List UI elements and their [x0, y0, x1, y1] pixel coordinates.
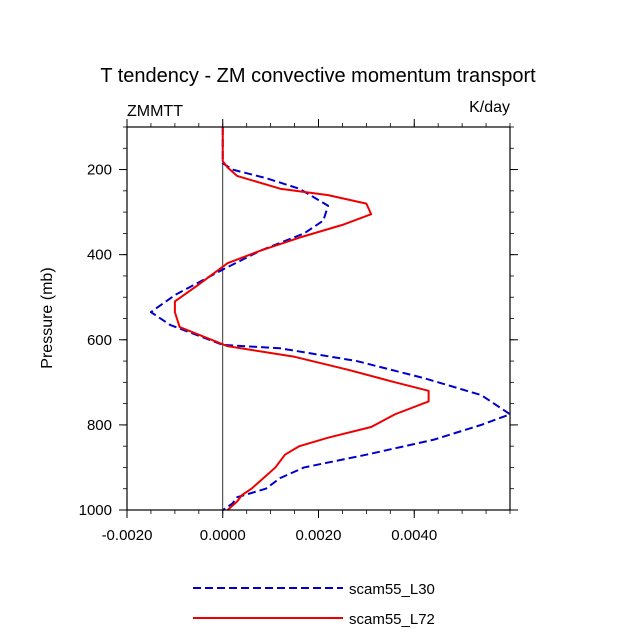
units-label: K/day — [469, 99, 510, 116]
y-axis-label: Pressure (mb) — [39, 267, 56, 368]
x-tick-label: 0.0040 — [391, 527, 437, 544]
chart-title: T tendency - ZM convective momentum tran… — [100, 65, 536, 87]
x-tick-label: -0.0020 — [102, 527, 153, 544]
legend: scam55_L30 scam55_L72 — [193, 581, 435, 628]
y-tick-label: 400 — [87, 247, 112, 264]
series-line-2 — [173, 127, 430, 511]
legend-label-2: scam55_L72 — [349, 611, 435, 628]
x-tick-label: 0.0000 — [200, 527, 246, 544]
y-tick-label: 800 — [87, 417, 112, 434]
axes-layer: -0.0020 0.0000 0.0020 0.0040 200 400 600 800 100… — [79, 119, 518, 544]
x-tick-label: 0.0020 — [296, 527, 342, 544]
series-line-1 — [149, 127, 511, 511]
y-tick-label: 600 — [87, 332, 112, 349]
y-tick-label: 200 — [87, 162, 112, 179]
plot-frame — [126, 126, 511, 511]
legend-label-1: scam55_L30 — [349, 581, 435, 598]
y-tick-label: 1000 — [79, 502, 112, 519]
series-layer — [149, 127, 511, 511]
variable-label: ZMMTT — [127, 103, 183, 120]
